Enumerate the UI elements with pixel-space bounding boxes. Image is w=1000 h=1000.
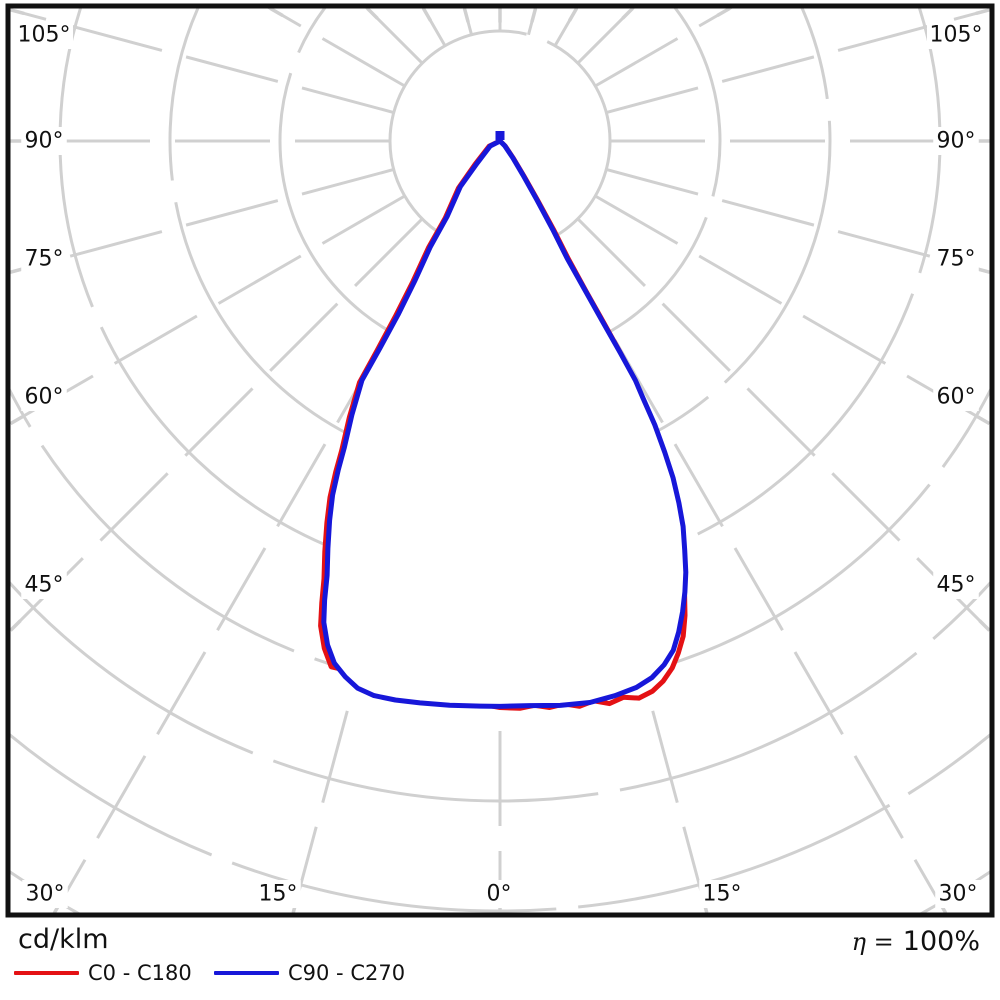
grid-frame-tick bbox=[530, 8, 538, 23]
grid-frame-tick bbox=[10, 415, 24, 426]
angle-tick-label: 30° bbox=[26, 882, 65, 907]
angle-label-halo bbox=[15, 21, 73, 49]
grid-frame-tick bbox=[975, 8, 990, 16]
angle-label-halo bbox=[927, 21, 985, 49]
angle-tick-label: 90° bbox=[25, 129, 64, 154]
grid-radial-line bbox=[10, 168, 395, 274]
unit-label: cd/klm bbox=[18, 924, 109, 955]
angle-label-halo bbox=[482, 880, 516, 908]
angle-tick-label: 105° bbox=[930, 23, 983, 48]
angle-tick-label: 45° bbox=[25, 573, 64, 598]
angle-tick-label: 60° bbox=[25, 385, 64, 410]
grid-frame-tick bbox=[421, 8, 433, 22]
angle-label-halo bbox=[255, 880, 301, 908]
angle-tick-label: 15° bbox=[703, 882, 742, 907]
legend-label-c90-c270: C90 - C270 bbox=[288, 961, 406, 985]
efficiency-value: 100% bbox=[902, 926, 980, 957]
grid-frame-tick bbox=[567, 8, 579, 22]
angle-tick-label: 0° bbox=[487, 882, 512, 907]
angle-tick-label: 60° bbox=[937, 385, 976, 410]
curve-tip-marker bbox=[495, 131, 505, 140]
efficiency-symbol: η = bbox=[851, 928, 894, 956]
legend-item-c0-c180: C0 - C180 bbox=[14, 960, 192, 986]
grid-radial-line bbox=[10, 8, 395, 114]
angle-label-halo bbox=[933, 245, 979, 273]
grid-radial-line bbox=[10, 217, 424, 633]
angle-label-halo bbox=[933, 127, 979, 155]
grid-frame-tick bbox=[462, 8, 470, 23]
c90-c270-curve bbox=[321, 138, 689, 709]
grid-frame-tick bbox=[10, 8, 25, 16]
grid-frame-tick bbox=[978, 619, 990, 632]
grid-frame-tick bbox=[621, 8, 634, 20]
grid-radial-line bbox=[605, 168, 990, 274]
legend-item-c90-c270: C90 - C270 bbox=[214, 960, 405, 986]
grid-frame-tick bbox=[976, 415, 990, 426]
angle-label-halo bbox=[933, 383, 979, 411]
angle-tick-label: 105° bbox=[18, 23, 71, 48]
legend-swatch-c0-c180 bbox=[14, 971, 79, 975]
angle-tick-label: 45° bbox=[937, 573, 976, 598]
grid-frame-tick bbox=[10, 619, 22, 632]
grid-frame-tick bbox=[269, 8, 284, 18]
grid-frame-tick bbox=[366, 8, 379, 20]
angle-label-halo bbox=[21, 127, 67, 155]
angle-label-halo bbox=[935, 880, 981, 908]
angle-tick-label: 30° bbox=[939, 882, 978, 907]
grid-radial-line bbox=[594, 8, 733, 88]
grid-frame-tick bbox=[716, 8, 731, 18]
angle-tick-label: 90° bbox=[937, 129, 976, 154]
angle-label-halo bbox=[22, 880, 68, 908]
angle-label-halo bbox=[699, 880, 745, 908]
grid-radial-line bbox=[576, 217, 990, 633]
legend-label-c0-c180: C0 - C180 bbox=[88, 961, 192, 985]
angle-label-halo bbox=[933, 571, 979, 599]
grid-radial-line bbox=[267, 8, 406, 88]
legend-swatch-c90-c270 bbox=[214, 971, 279, 975]
angle-label-halo bbox=[21, 383, 67, 411]
angle-label-halo bbox=[21, 245, 67, 273]
angle-label-halo bbox=[21, 571, 67, 599]
angle-tick-label: 75° bbox=[25, 247, 64, 272]
grid-radial-line bbox=[605, 8, 990, 114]
angle-tick-label: 15° bbox=[259, 882, 298, 907]
angle-tick-label: 75° bbox=[937, 247, 976, 272]
efficiency-label: η = 100% bbox=[852, 926, 980, 957]
plot-frame bbox=[5, 3, 995, 918]
